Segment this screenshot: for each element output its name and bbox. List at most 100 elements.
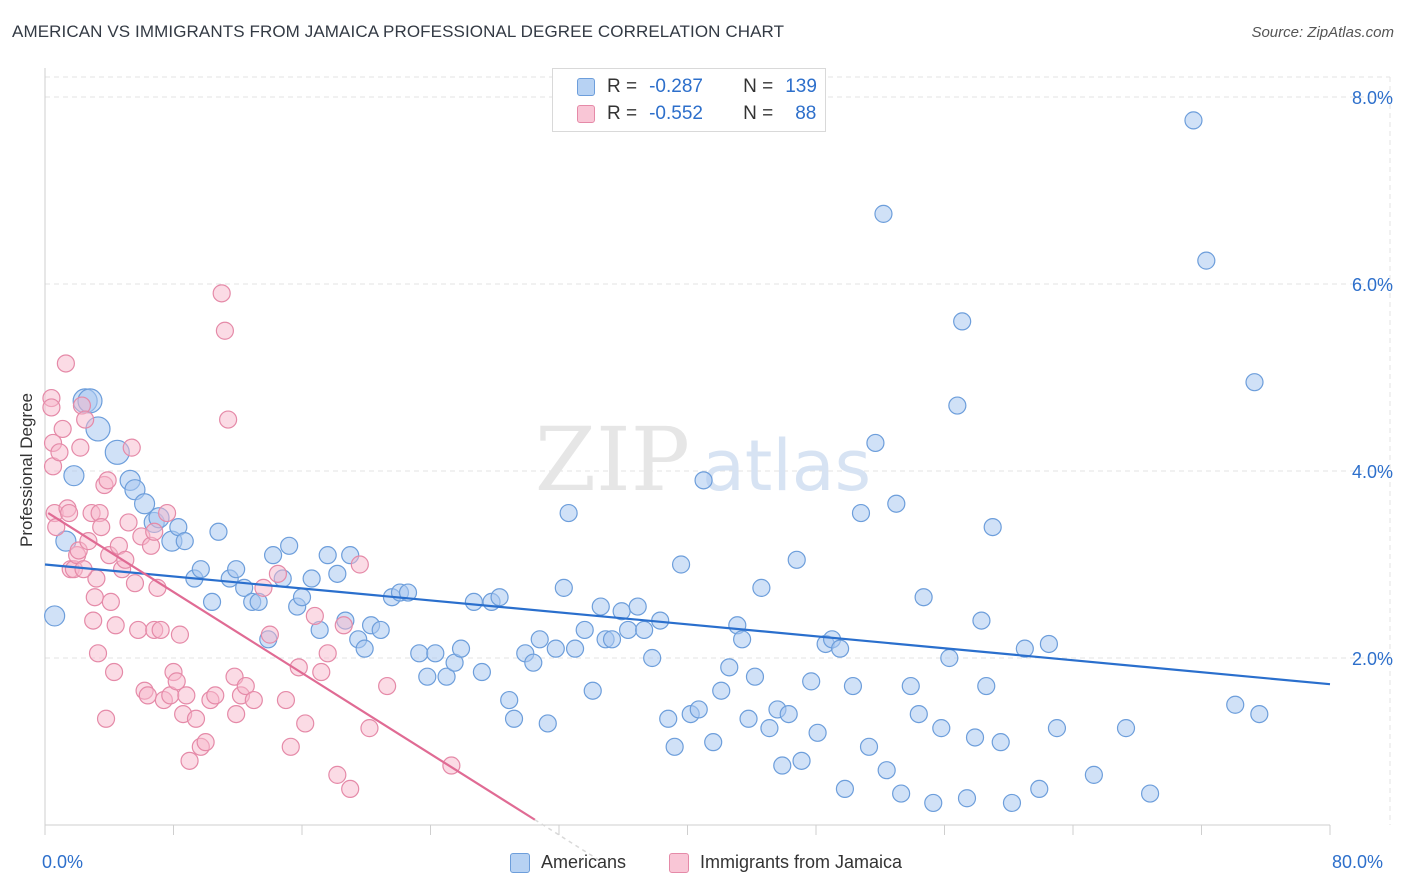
americans-point [866,433,885,453]
americans-point [318,546,337,565]
jamaica-point [104,662,124,682]
americans-point [671,555,691,574]
americans-point [704,733,723,752]
jamaica-point [138,686,157,705]
jamaica-point [334,616,353,635]
americans-point [490,588,509,607]
americans-point [808,723,827,742]
jamaica-point [360,719,379,738]
jamaica-point [106,616,125,635]
jamaica-point [196,733,215,752]
watermark-zip: ZIP [535,408,690,511]
jamaica-point [254,578,273,597]
americans-n-label: N = [743,76,774,97]
americans-point [1140,784,1160,803]
jamaica-point [206,686,225,705]
jamaica-trend-line [47,512,536,821]
legend-row-jamaica: R = -0.552 N = 88 [577,102,816,126]
jamaica-point [328,765,347,784]
y-tick-labels: 2.0% 4.0% 6.0% 8.0% [1352,88,1393,669]
watermark-atlas: atlas [702,425,871,507]
americans-point [1039,634,1059,654]
jamaica-point [276,690,296,710]
jamaica-point [145,522,164,541]
correlation-legend: R = -0.287 N = 139 R = -0.552 N = 88 [552,68,826,132]
americans-point [559,503,578,523]
americans-point [965,728,985,747]
americans-n-value: 139 [785,76,817,97]
americans-point [779,704,798,724]
jamaica-point [219,410,238,429]
jamaica-point [260,625,279,644]
americans-legend-label: Americans [541,852,627,872]
americans-point [957,789,977,808]
jamaica-point [101,592,120,612]
jamaica-point [129,620,148,640]
americans-point [371,620,390,640]
jamaica-point [59,503,79,523]
x-tick-max: 80.0% [1332,852,1384,872]
jamaica-legend-label: Immigrants from Jamaica [700,852,903,872]
americans-point [1030,779,1049,799]
legend-item-jamaica[interactable]: Immigrants from Jamaica [669,852,902,873]
jamaica-point [119,513,138,532]
jamaica-point [180,751,199,770]
jamaica-point [85,588,104,607]
americans-point [355,639,374,658]
gridlines [45,76,1391,825]
jamaica-point [151,620,170,640]
jamaica-point [281,737,300,756]
jamaica-point [96,709,116,728]
americans-point [859,737,879,756]
americans-point [302,569,321,588]
jamaica-point [167,672,186,691]
americans-point [292,588,312,607]
jamaica-point [170,625,190,644]
americans-point [914,588,933,607]
americans-point [745,667,765,686]
americans-point [618,620,638,640]
americans-point [63,465,85,487]
y-tick-label: 4.0% [1352,462,1393,482]
americans-point [44,605,66,627]
americans-point [398,583,418,602]
americans-point [538,714,557,733]
americans-point [874,204,893,223]
jamaica-point [305,606,324,626]
americans-point [410,644,429,663]
jamaica-point [215,321,234,340]
americans-point [1245,373,1264,392]
americans-point [1226,695,1245,714]
americans-point [851,503,871,523]
americans-point [263,546,283,565]
legend-item-americans[interactable]: Americans [510,852,626,873]
americans-point [602,630,622,649]
americans-point [500,690,519,710]
americans-point [464,592,483,612]
jamaica-r-value: -0.552 [649,103,703,124]
americans-point [1015,639,1034,658]
jamaica-point [289,658,308,677]
americans-point [802,672,821,691]
jamaica-point [157,503,177,523]
americans-r-value: -0.287 [649,76,703,97]
americans-point [1084,765,1103,784]
americans-point [209,522,228,541]
jamaica-point [312,662,331,682]
americans-point [1184,111,1203,130]
jamaica-r-label: R = [607,103,638,124]
americans-legend-swatch [510,852,530,873]
americans-r-label: R = [607,76,638,97]
jamaica-point [341,779,360,799]
jamaica-point [296,714,315,733]
jamaica-n-value: 88 [795,103,817,124]
americans-point [328,564,347,583]
jamaica-points [42,284,461,799]
americans-point [720,658,739,677]
americans-point [787,550,806,569]
americans-point [909,704,928,724]
americans-point [227,560,246,579]
americans-point [472,662,491,682]
americans-point [689,700,708,719]
